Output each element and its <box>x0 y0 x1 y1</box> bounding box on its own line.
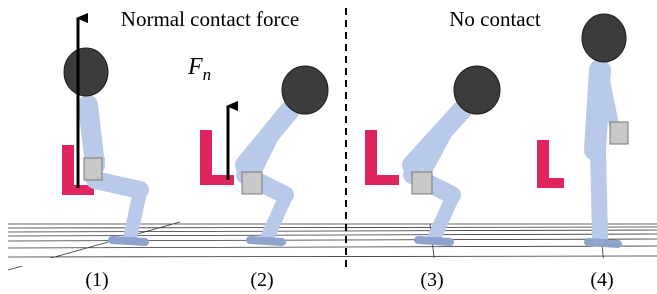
frame-label: (2) <box>250 269 273 291</box>
left-title: Normal contact force <box>121 7 299 31</box>
right-title: No contact <box>449 7 541 31</box>
floor-edge <box>8 258 657 266</box>
frame-label: (1) <box>85 269 108 291</box>
frame-label: (3) <box>420 269 443 291</box>
frame-label: (4) <box>590 269 613 291</box>
force-subscript: n <box>203 65 212 84</box>
figure: Normal contact force No contact Fn (1) (… <box>0 0 657 294</box>
force-letter: F <box>187 54 203 80</box>
